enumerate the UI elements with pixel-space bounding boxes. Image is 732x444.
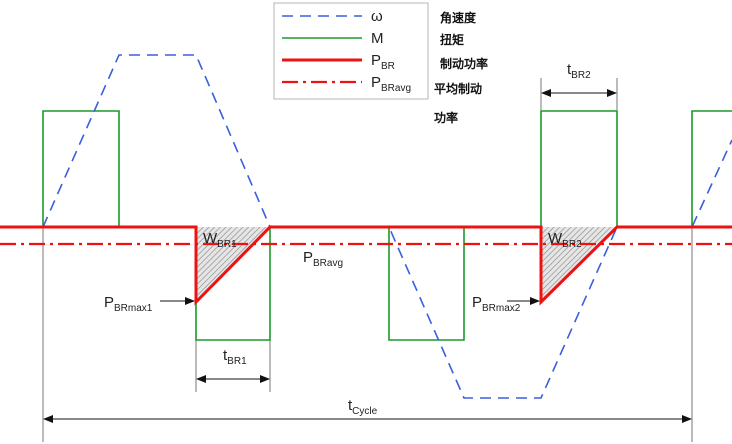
p-bravg-label: PBRavg [303,249,343,269]
legend-pbr-text: 制动功率 [440,56,488,71]
t-cycle-label: tCycle [348,397,378,417]
p-br-line [0,225,732,306]
w-br1-label: WBR1 [203,230,237,250]
legend-torque-text: 扭矩 [440,32,464,47]
legend-pbravg-text-line2: 功率 [434,110,458,125]
legend-omega-text: 角速度 [440,10,477,25]
legend-omega-symbol: ω [371,8,383,25]
legend: ω M PBR PBRavg [273,2,429,100]
omega-line [42,54,732,399]
p-brmax2-label: PBRmax2 [472,294,521,314]
extension-lines [42,78,693,442]
t-br2-label: tBR2 [567,61,591,81]
t-br1-label: tBR1 [223,347,247,367]
legend-pbravg-text-line1: 平均制动 [434,81,482,96]
p-brmax1-label: PBRmax1 [104,294,153,314]
legend-pbr-symbol: PBR [371,52,395,72]
legend-torque-symbol: M [371,30,384,47]
w-br2-label: WBR2 [548,230,582,250]
legend-pbravg-symbol: PBRavg [371,74,411,94]
